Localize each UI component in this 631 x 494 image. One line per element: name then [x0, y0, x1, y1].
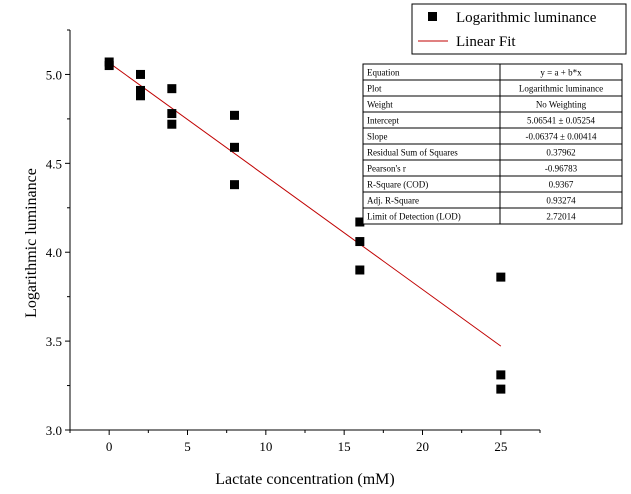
legend-label-fit: Linear Fit: [456, 34, 516, 50]
fit-table-label: Adj. R-Square: [367, 196, 419, 206]
fit-table-value: 2.72014: [546, 212, 576, 222]
fit-table-label: Limit of Detection (LOD): [367, 212, 461, 222]
fit-table-value: 5.06541 ± 0.05254: [527, 116, 595, 126]
fit-table-value: -0.06374 ± 0.00414: [526, 132, 597, 142]
y-ticks: 3.0 3.5 4.0 4.5 5.0: [46, 29, 70, 438]
data-point: [230, 180, 239, 190]
x-tick-label: 20: [416, 439, 429, 454]
data-point: [167, 109, 177, 119]
fit-table-label: Intercept: [367, 116, 399, 126]
fit-table-value: No Weighting: [536, 100, 587, 110]
fit-table-value: 0.37962: [546, 148, 575, 158]
y-axis-label: Logarithmic luminance: [23, 168, 40, 318]
y-tick-label: 4.5: [46, 156, 62, 171]
data-point: [496, 370, 506, 380]
legend-marker-square: [428, 12, 437, 21]
legend-box: [411, 3, 627, 55]
fit-table-value: -0.96783: [545, 164, 578, 174]
data-point: [167, 119, 177, 129]
data-point: [496, 272, 506, 282]
x-tick-label: 25: [494, 439, 507, 454]
legend-label-scatter: Logarithmic luminance: [456, 10, 597, 26]
fit-table-label: Weight: [367, 100, 393, 110]
y-tick-label: 3.0: [46, 423, 62, 438]
x-tick-label: 5: [184, 439, 191, 454]
fit-statistics-table: Equation y = a + b*x Plot Logarithmic lumin…: [362, 63, 623, 225]
data-point: [355, 217, 365, 227]
fit-table-label: Pearson's r: [367, 164, 406, 174]
data-point: [355, 237, 365, 247]
x-tick-label: 10: [259, 439, 272, 454]
fit-table-label: Slope: [367, 132, 388, 142]
fit-table-label: R-Square (COD): [367, 180, 428, 190]
x-tick-label: 0: [106, 439, 113, 454]
x-tick-label: 15: [338, 439, 351, 454]
data-point: [230, 142, 239, 152]
data-point: [104, 61, 114, 71]
y-tick-label: 3.5: [46, 334, 62, 349]
fit-table-value: 0.93274: [546, 196, 576, 206]
data-point: [496, 384, 506, 394]
fit-table-label: Plot: [367, 84, 382, 94]
data-point: [136, 85, 145, 95]
data-point: [136, 91, 145, 101]
fit-table-value: 0.9367: [549, 180, 574, 190]
fit-table-value: Logarithmic luminance: [519, 84, 603, 94]
fit-table-value: y = a + b*x: [540, 68, 582, 78]
y-tick-label: 4.0: [46, 245, 62, 260]
data-point: [136, 69, 145, 79]
data-points: [104, 57, 506, 394]
data-point: [167, 84, 177, 94]
fit-table-label: Equation: [367, 68, 400, 78]
fit-table-label: Residual Sum of Squares: [367, 148, 458, 158]
y-tick-label: 5.0: [46, 67, 62, 82]
data-point: [355, 265, 365, 275]
legend: Logarithmic luminance Linear Fit: [411, 3, 627, 55]
data-point: [230, 110, 239, 120]
x-axis-label: Lactate concentration (mM): [215, 471, 394, 488]
x-ticks: 0 5 10 15 20 25: [69, 430, 541, 454]
